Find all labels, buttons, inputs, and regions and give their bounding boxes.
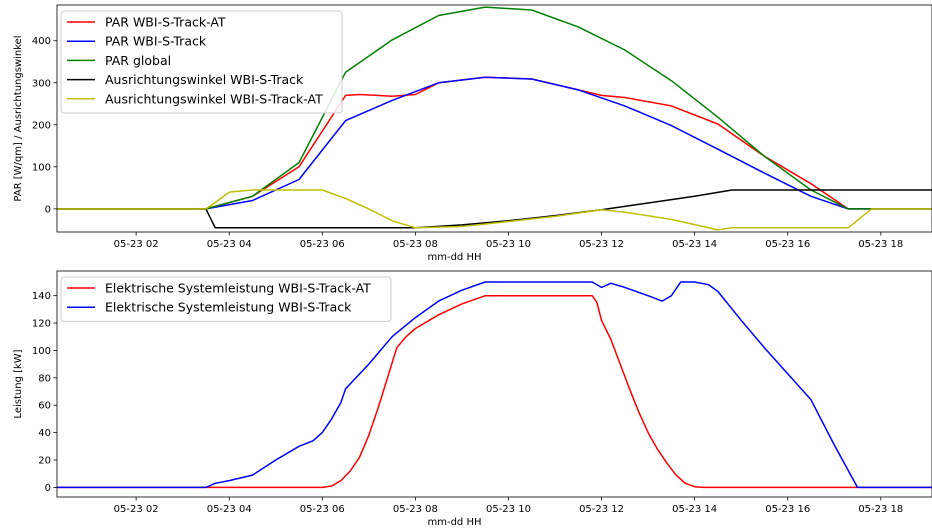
plot-frame [56,270,932,498]
legend-entry: Ausrichtungswinkel WBI-S-Track-AT [105,91,323,106]
x-tick-label: 05-23 02 [114,239,159,250]
series-line-2 [57,281,932,489]
x-tick-label: 05-23 18 [858,504,903,515]
legend: PAR WBI-S-Track-AT PAR WBI-S-Track PAR glo… [60,10,343,114]
chart-panel-1: 05-23 02 05-23 04 05-23 06 05-23 08 05-23 10… [13,4,932,263]
x-tick-label: 05-23 06 [300,239,345,250]
plot-frame [56,4,932,233]
x-tick-label: 05-23 08 [393,504,438,515]
x-tick-label: 05-23 16 [765,504,810,515]
series-line-4 [57,189,932,229]
series-line-3 [57,6,932,210]
y-tick-label: 20 [38,456,51,467]
y-tick-label: 100 [32,346,51,357]
legend-entry: Elektrische Systemleistung WBI-S-Track-A… [105,281,371,296]
x-tick-label: 05-23 12 [579,504,624,515]
legend-entry: PAR global [105,53,171,68]
y-tick-label: 120 [32,319,51,330]
legend-entry: Ausrichtungswinkel WBI-S-Track [105,72,304,87]
y-tick-label: 300 [32,78,51,89]
x-tick-label: 05-23 12 [579,239,624,250]
legend-entry: PAR WBI-S-Track-AT [105,15,226,30]
x-tick-label: 05-23 14 [672,504,717,515]
y-tick-label: 80 [38,373,51,384]
legend-box [60,276,392,322]
x-tick-label: 05-23 04 [207,239,252,250]
x-tick-label: 05-23 10 [486,239,531,250]
y-tick-label: 140 [32,291,51,302]
legend-entry: PAR WBI-S-Track [105,34,207,49]
y-tick-label: 0 [45,204,51,215]
y-tick-label: 100 [32,162,51,173]
x-tick-label: 05-23 02 [114,504,159,515]
legend-box [60,10,343,114]
y-tick-label: 400 [32,36,51,47]
y-axis-label: PAR [W/qm] / Ausrichtungswinkel [13,35,24,201]
x-tick-label: 05-23 06 [300,504,345,515]
y-tick-label: 0 [45,483,51,494]
chart-panel-2: 05-23 02 05-23 04 05-23 06 05-23 08 05-23 10… [13,270,932,528]
series-line-1 [57,294,932,489]
x-axis-label: mm-dd HH [427,517,481,526]
legend: Elektrische Systemleistung WBI-S-Track-A… [60,276,392,322]
x-tick-label: 05-23 18 [858,239,903,250]
series-line-5 [57,189,932,231]
x-tick-label: 05-23 16 [765,239,810,250]
x-tick-label: 05-23 08 [393,239,438,250]
y-axis-label: Leistung [kW] [13,349,24,418]
x-axis-label: mm-dd HH [427,252,481,263]
y-tick-label: 200 [32,120,51,131]
x-tick-label: 05-23 10 [486,504,531,515]
x-tick-label: 05-23 14 [672,239,717,250]
legend-entry: Elektrische Systemleistung WBI-S-Track [105,300,352,315]
x-tick-label: 05-23 04 [207,504,252,515]
series-line-2 [57,76,932,210]
y-tick-label: 40 [38,428,51,439]
y-tick-label: 60 [38,401,51,412]
